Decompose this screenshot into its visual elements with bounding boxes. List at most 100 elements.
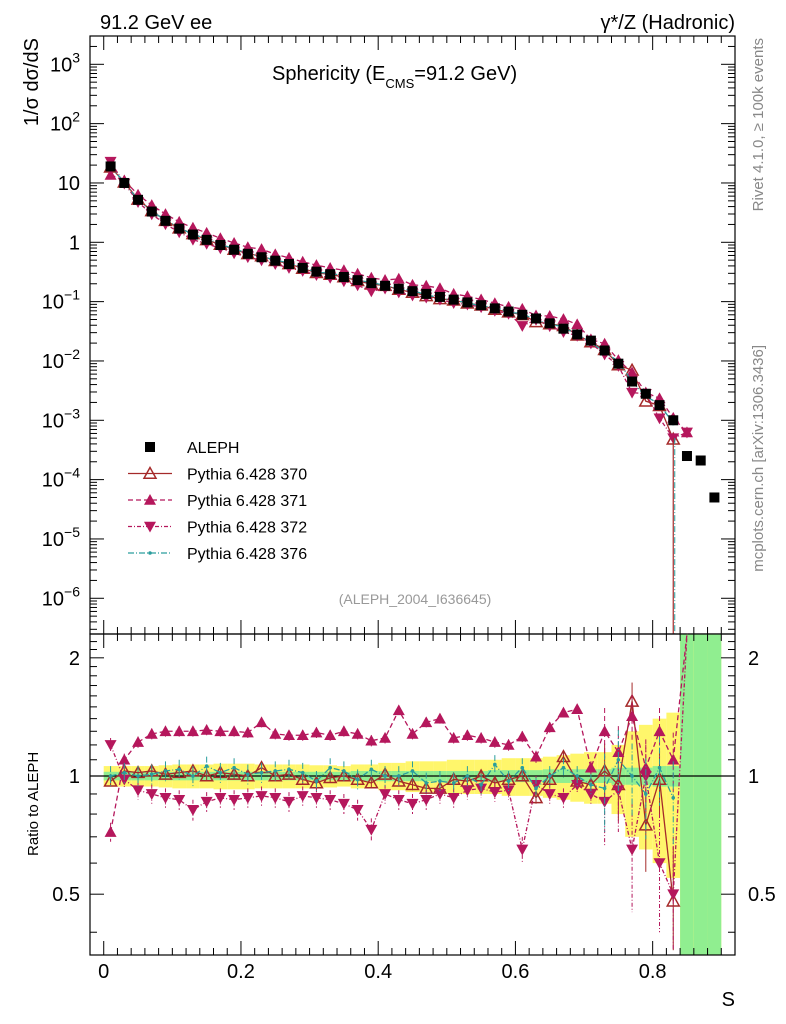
legend-label: Pythia 6.428 370 [187, 467, 307, 484]
series-marker-ratio [575, 774, 579, 778]
x-axis-label: S [722, 989, 735, 1011]
series-marker-ratio [310, 726, 323, 738]
y-tick-label: 103 [50, 49, 80, 76]
series-marker-ratio [173, 725, 186, 737]
series-marker-ratio [269, 793, 282, 804]
series-marker-main [638, 393, 654, 407]
y-tick-label: 10 [58, 173, 80, 195]
series-marker-ratio [295, 771, 310, 786]
y-axis-label: 1/σ dσ/dS [21, 38, 43, 126]
rivet-version-label: Rivet 4.1.0, ≥ 100k events [750, 38, 767, 211]
series-marker-ratio [465, 774, 470, 778]
reference-marker [160, 215, 171, 226]
series-marker-ratio [643, 792, 648, 796]
series-marker-ratio [657, 765, 662, 770]
ratio-tick-label-right: 0.5 [748, 884, 776, 906]
series-marker-ratio [200, 796, 213, 808]
reference-marker [503, 306, 514, 317]
reference-marker [229, 244, 240, 255]
y-tick-label: 10−2 [42, 346, 80, 373]
series-marker-ratio [186, 725, 199, 737]
reference-marker [380, 280, 391, 291]
series-marker-ratio [520, 765, 525, 770]
series-marker-ratio [671, 796, 676, 800]
header-process-label: γ*/Z (Hadronic) [601, 12, 735, 34]
series-marker-ratio [300, 770, 305, 775]
series-marker-ratio [255, 791, 268, 802]
legend-marker [144, 494, 156, 505]
series-marker-ratio [226, 766, 242, 780]
series-marker-ratio [488, 736, 501, 747]
series-marker-ratio [282, 729, 295, 741]
series-marker-ratio [406, 798, 419, 810]
series-marker-ratio [259, 770, 264, 775]
series-marker-ratio [355, 777, 360, 782]
mcplots-label: mcplots.cern.ch [arXiv:1306.3436] [750, 345, 767, 572]
series-marker-ratio [122, 770, 127, 775]
series-marker-ratio [447, 731, 460, 743]
series-marker-ratio [132, 736, 145, 747]
reference-marker [146, 206, 157, 217]
legend-label: Pythia 6.428 376 [187, 546, 307, 563]
reference-marker [448, 294, 459, 305]
series-line-main [110, 161, 688, 439]
ratio-panel: 2 2 1 1 0.5 0.5 [52, 633, 776, 956]
series-marker-ratio [214, 793, 227, 804]
series-marker-ratio [145, 727, 158, 739]
y-tick-label: 10−4 [42, 465, 80, 492]
series-marker-ratio [241, 726, 254, 738]
series-marker-main [680, 427, 693, 439]
reference-marker [558, 323, 569, 334]
series-marker-main [626, 387, 639, 399]
reference-marker [174, 223, 185, 234]
series-marker-ratio [488, 787, 501, 799]
x-tick-label: 0.8 [639, 961, 667, 983]
series-marker-ratio [516, 730, 529, 742]
series-marker-ratio [461, 785, 474, 797]
reference-marker [283, 259, 294, 270]
series-marker-ratio [204, 764, 209, 768]
reference-marker [517, 309, 528, 320]
y-tick-label: 1 [69, 232, 80, 254]
series-marker-ratio [296, 729, 309, 741]
y-tick-label: 10−6 [42, 583, 80, 610]
reference-marker [572, 329, 583, 340]
plot-title-tail: =91.2 GeV) [414, 63, 517, 85]
series-marker-ratio [383, 774, 387, 778]
series-marker-ratio [379, 731, 392, 743]
series-marker-ratio [410, 769, 415, 773]
series-marker-ratio [364, 775, 379, 789]
series-marker-ratio [282, 796, 295, 808]
series-marker-ratio [653, 858, 666, 870]
series-marker-main [543, 310, 556, 321]
reference-marker [215, 240, 226, 251]
legend-marker [144, 521, 156, 533]
series-marker-ratio [228, 725, 241, 737]
series-marker-ratio [502, 738, 515, 750]
series-marker-ratio [255, 716, 268, 728]
series-marker-ratio [287, 767, 291, 772]
reference-marker [544, 318, 555, 329]
x-tick-label: 0.6 [502, 961, 530, 983]
series-marker-ratio [369, 767, 374, 772]
series-marker-ratio [228, 794, 241, 806]
series-marker-main [557, 313, 570, 324]
series-marker-ratio [420, 794, 433, 806]
series-marker-ratio [177, 767, 182, 772]
series-marker-ratio [420, 716, 433, 728]
series-marker-ratio [530, 750, 543, 762]
series-marker-ratio [136, 774, 140, 778]
reference-marker [366, 278, 377, 289]
series-marker-ratio [173, 794, 186, 806]
series-marker-main [626, 366, 639, 378]
series-marker-ratio [667, 753, 680, 765]
series-marker-ratio [159, 725, 172, 737]
series-marker-ratio [493, 762, 497, 767]
series-marker-ratio [405, 777, 420, 791]
reference-marker [531, 313, 542, 324]
reference-marker [476, 300, 487, 311]
series-marker-ratio [273, 769, 278, 773]
series-marker-ratio [557, 706, 570, 718]
series-marker-ratio [351, 805, 364, 816]
